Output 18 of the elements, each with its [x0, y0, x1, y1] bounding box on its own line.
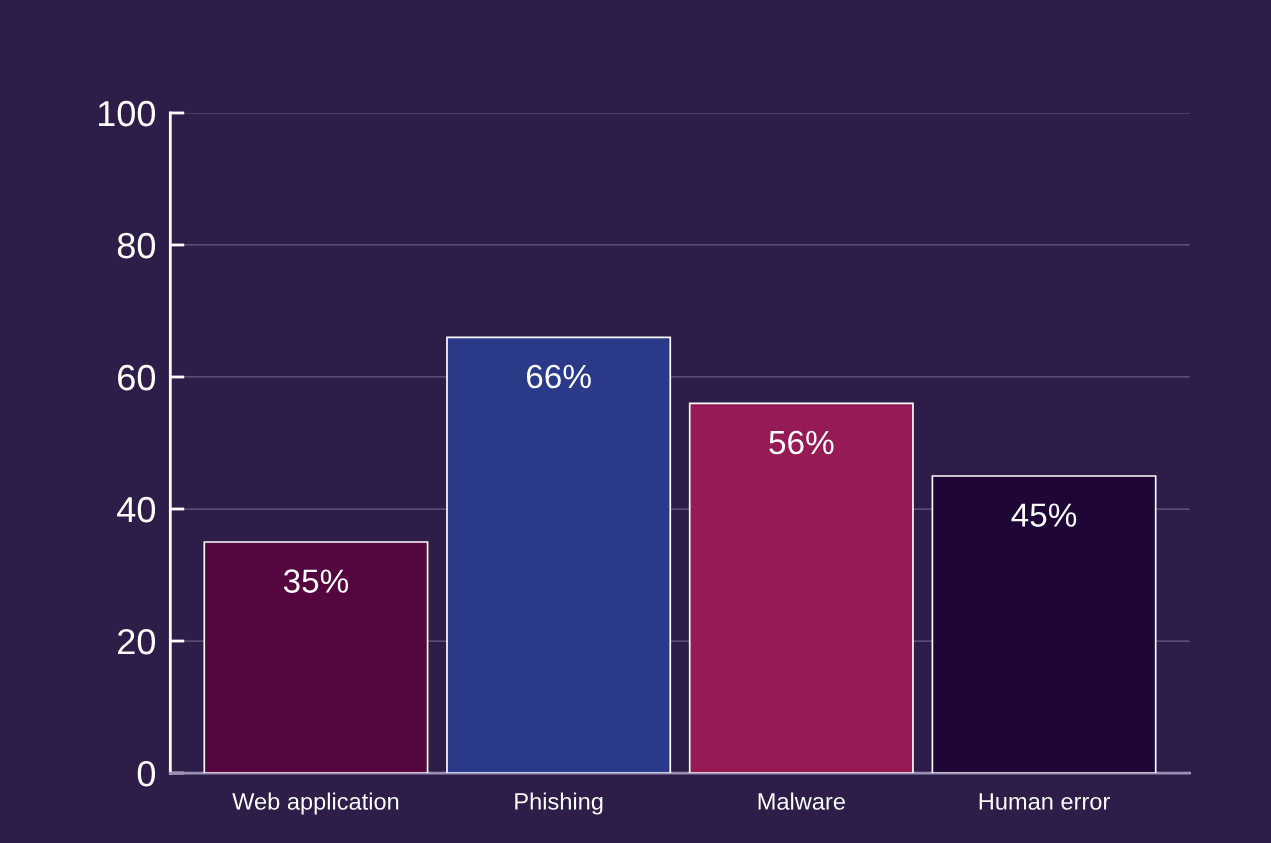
y-tick-label: 80: [117, 232, 156, 259]
bar: [446, 336, 672, 774]
y-tick-label: 60: [118, 364, 156, 391]
y-tick-label: 100: [98, 100, 156, 127]
bar: [203, 541, 429, 774]
data-label: 56%: [769, 430, 834, 455]
x-tick-label: Malware: [758, 792, 845, 810]
x-tick-label: Phishing: [515, 792, 603, 815]
bar: [931, 475, 1157, 774]
y-tick-label: 0: [137, 760, 156, 787]
data-label: 66%: [526, 364, 591, 389]
x-tick-label: Web application: [232, 792, 399, 815]
y-tick-label: 40: [117, 496, 156, 523]
bar: [688, 402, 914, 774]
x-tick-label: Human error: [979, 793, 1110, 810]
data-label: 45%: [1011, 503, 1077, 527]
data-label: 35%: [283, 569, 349, 593]
y-tick-label: 20: [118, 628, 156, 655]
